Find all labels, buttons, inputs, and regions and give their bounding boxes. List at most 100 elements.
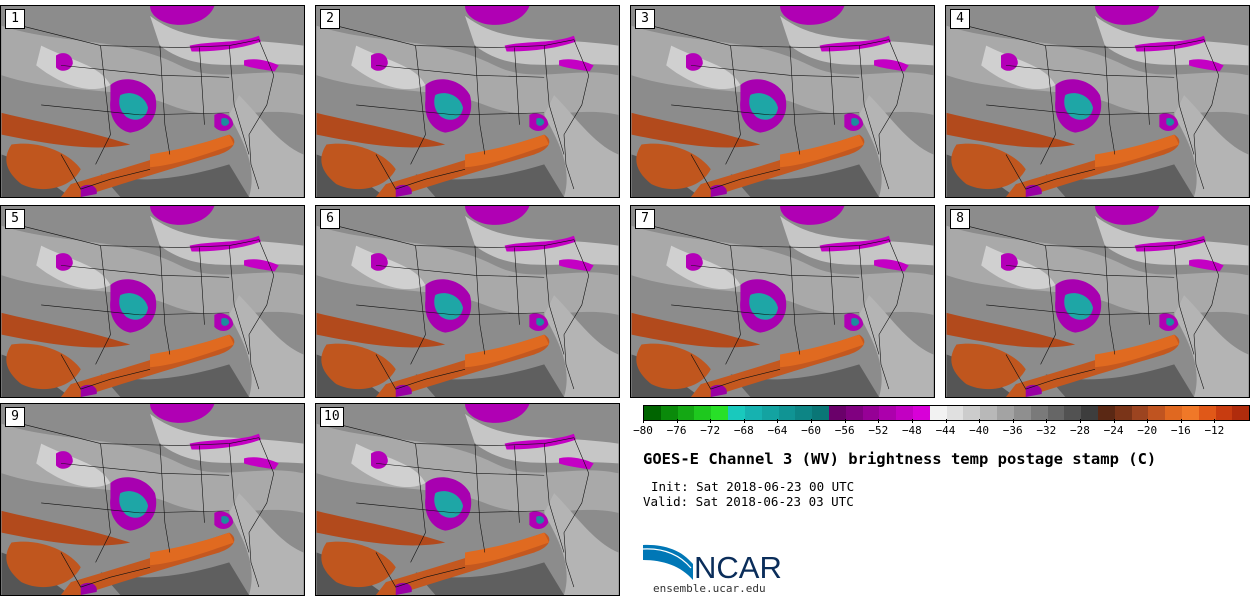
colorbar-tick xyxy=(1113,419,1115,423)
forecast-panel-7: 7 xyxy=(630,205,935,398)
satellite-map xyxy=(316,6,619,197)
member-label: 2 xyxy=(320,9,340,29)
colorbar-tick-label: −28 xyxy=(1070,424,1090,437)
colorbar-segment xyxy=(963,406,981,420)
member-label: 3 xyxy=(635,9,655,29)
satellite-map xyxy=(1,6,304,197)
satellite-map xyxy=(946,6,1249,197)
satellite-map xyxy=(946,206,1249,397)
ncar-logo-icon xyxy=(643,541,695,580)
satellite-map xyxy=(1,404,304,595)
colorbar-segment xyxy=(711,406,729,420)
colorbar-segment xyxy=(778,406,796,420)
member-label: 6 xyxy=(320,209,340,229)
colorbar-tick-label: −20 xyxy=(1137,424,1158,437)
colorbar-segment xyxy=(1165,406,1182,420)
colorbar-tick xyxy=(844,419,846,423)
ncar-logo-text: NCAR xyxy=(694,550,782,585)
member-label: 5 xyxy=(5,209,25,229)
colorbar-segment xyxy=(1215,406,1233,420)
colorbar xyxy=(643,405,1250,421)
plot-title: GOES-E Channel 3 (WV) brightness temp po… xyxy=(643,450,1157,468)
satellite-map xyxy=(1,206,304,397)
colorbar-tick-label: −44 xyxy=(935,424,956,437)
colorbar-segment xyxy=(1047,406,1065,420)
valid-time: Valid: Sat 2018-06-23 03 UTC xyxy=(643,494,854,509)
satellite-map xyxy=(316,206,619,397)
colorbar-segment xyxy=(1030,406,1048,420)
colorbar-segment xyxy=(1182,406,1199,420)
member-label: 8 xyxy=(950,209,970,229)
colorbar-tick-label: −72 xyxy=(700,424,721,437)
colorbar-segment xyxy=(862,406,880,420)
colorbar-segment xyxy=(1198,406,1216,420)
colorbar-tick xyxy=(1079,419,1081,423)
colorbar-tick xyxy=(743,419,745,423)
colorbar-segment xyxy=(1064,406,1082,420)
colorbar-tick-label: −32 xyxy=(1036,424,1057,437)
colorbar-tick xyxy=(777,419,779,423)
colorbar-segment xyxy=(896,406,913,420)
forecast-panel-8: 8 xyxy=(945,205,1250,398)
colorbar-tick-label: −24 xyxy=(1103,424,1124,437)
colorbar-tick xyxy=(676,419,678,423)
colorbar-tick xyxy=(811,419,813,423)
colorbar-tick-label: −48 xyxy=(901,424,922,437)
colorbar-segment xyxy=(997,406,1014,420)
colorbar-segment xyxy=(913,406,930,420)
site-url[interactable]: ensemble.ucar.edu xyxy=(653,582,766,595)
colorbar-segment xyxy=(644,406,661,420)
colorbar-tick xyxy=(1046,419,1048,423)
colorbar-tick-label: −40 xyxy=(969,424,990,437)
colorbar-segment xyxy=(677,406,695,420)
colorbar-segment xyxy=(1114,406,1132,420)
forecast-panel-5: 5 xyxy=(0,205,305,398)
colorbar-tick-label: −52 xyxy=(868,424,889,437)
colorbar-segment xyxy=(980,406,998,420)
colorbar-segment xyxy=(828,406,846,420)
colorbar-tick xyxy=(643,419,644,423)
colorbar-segment xyxy=(1131,406,1149,420)
satellite-map xyxy=(631,206,934,397)
colorbar-segment xyxy=(761,406,779,420)
forecast-panel-4: 4 xyxy=(945,5,1250,198)
forecast-panel-9: 9 xyxy=(0,403,305,596)
colorbar-ticks: −80 −76 −72 −68 −64 −60 −56 −52 −48 −44 −40 −36 −32−… xyxy=(633,419,1248,439)
colorbar-tick xyxy=(1214,419,1216,423)
colorbar-segment xyxy=(845,406,863,420)
forecast-panel-10: 10 xyxy=(315,403,620,596)
forecast-panel-2: 2 xyxy=(315,5,620,198)
colorbar-tick xyxy=(878,419,880,423)
colorbar-segment xyxy=(929,406,947,420)
member-label: 10 xyxy=(320,407,344,427)
satellite-map xyxy=(631,6,934,197)
colorbar-segment xyxy=(1148,406,1166,420)
colorbar-tick xyxy=(1180,419,1182,423)
colorbar-tick xyxy=(945,419,947,423)
forecast-panel-1: 1 xyxy=(0,5,305,198)
satellite-map xyxy=(316,404,619,595)
colorbar-tick-label: −56 xyxy=(834,424,855,437)
colorbar-segment xyxy=(1013,406,1031,420)
colorbar-segment xyxy=(728,406,745,420)
colorbar-tick xyxy=(1012,419,1014,423)
colorbar-segment xyxy=(946,406,964,420)
colorbar-tick-label: −60 xyxy=(801,424,821,437)
colorbar-tick xyxy=(1147,419,1149,423)
colorbar-segment xyxy=(744,406,762,420)
member-label: 4 xyxy=(950,9,970,29)
colorbar-tick xyxy=(979,419,981,423)
colorbar-segment xyxy=(1097,406,1115,420)
colorbar-segment xyxy=(1081,406,1098,420)
member-label: 9 xyxy=(5,407,25,427)
colorbar-tick-label: −16 xyxy=(1170,424,1191,437)
colorbar-tick xyxy=(911,419,913,423)
colorbar-tick-label: −12 xyxy=(1204,424,1225,437)
colorbar-tick xyxy=(710,419,712,423)
colorbar-tick-label: −68 xyxy=(733,424,754,437)
colorbar-segment xyxy=(879,406,897,420)
member-label: 1 xyxy=(5,9,25,29)
forecast-panel-3: 3 xyxy=(630,5,935,198)
member-label: 7 xyxy=(635,209,655,229)
colorbar-segment xyxy=(1232,406,1250,420)
